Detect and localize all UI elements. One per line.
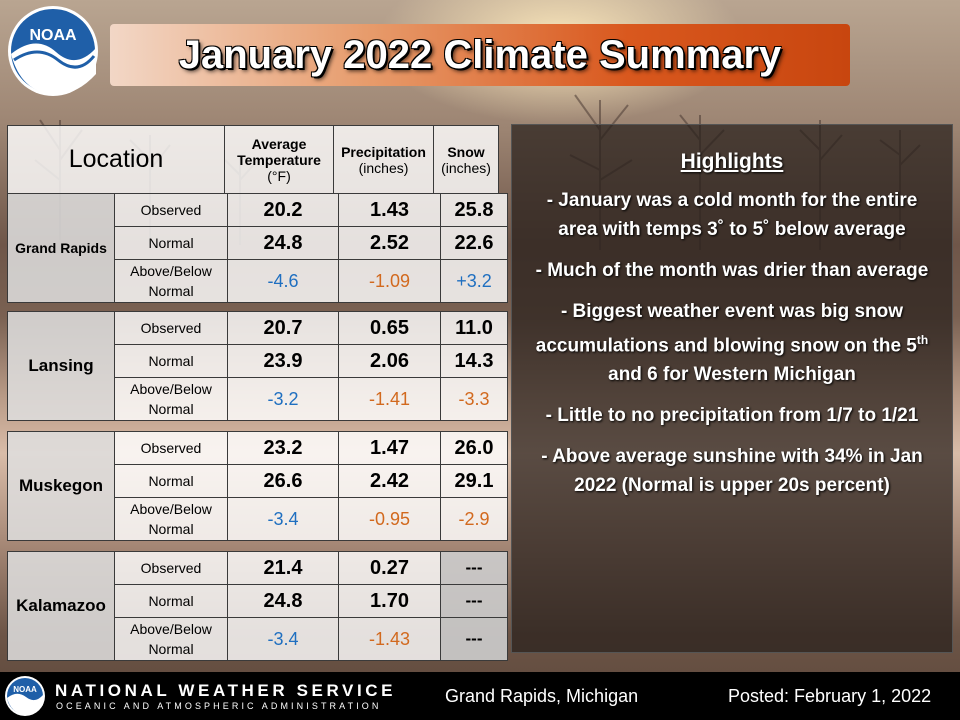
- row-label: Observed: [114, 551, 228, 585]
- footer-bar: NOAA NATIONAL WEATHER SERVICE OCEANIC AN…: [0, 672, 960, 720]
- table-cell: -1.43: [338, 617, 441, 661]
- table-cell: 2.42: [338, 464, 441, 498]
- table-row: Normal 24.8 1.70 ---: [8, 584, 508, 618]
- row-label: Normal: [114, 464, 228, 498]
- table-cell: 14.3: [440, 344, 508, 378]
- city-block: Lansing Observed 20.7 0.65 11.0 Normal 23.9 2.0…: [7, 311, 508, 421]
- highlight-item: - Much of the month was drier than avera…: [535, 260, 929, 281]
- highlight-item: - Biggest weather event was big snow acc…: [535, 301, 929, 386]
- noaa-logo-text: NOAA: [29, 27, 77, 44]
- city-block: Kalamazoo Observed 21.4 0.27 --- Normal 24.8 1.…: [7, 551, 508, 661]
- row-label: Above/Below Normal: [114, 377, 228, 421]
- temperature-header: Average Temperature (°F): [224, 125, 334, 194]
- table-row: Above/Below Normal -4.6 -1.09 +3.2: [8, 259, 508, 303]
- nws-logo-text: NOAA: [13, 685, 37, 694]
- table-cell: 22.6: [440, 226, 508, 260]
- table-row: Lansing Observed 20.7 0.65 11.0: [7, 311, 508, 421]
- table-cell: 2.52: [338, 226, 441, 260]
- table-row: Normal 24.8 2.52 22.6: [8, 226, 508, 260]
- posted-date: Posted: February 1, 2022: [728, 686, 932, 706]
- table-cell: ---: [440, 617, 508, 661]
- row-label: Above/Below Normal: [114, 617, 228, 661]
- table-cell: 20.2: [227, 193, 339, 227]
- table-cell: 2.06: [338, 344, 441, 378]
- table-cell: 26.0: [440, 431, 508, 465]
- table-cell: -3.2: [227, 377, 339, 421]
- noaa-logo: NOAA: [8, 6, 98, 96]
- snow-header-name: Snow: [447, 143, 485, 160]
- subagency-name: OCEANIC AND ATMOSPHERIC ADMINISTRATION: [56, 701, 382, 711]
- table-cell: 1.70: [338, 584, 441, 618]
- table-cell: 24.8: [227, 584, 339, 618]
- table-cell: -3.3: [440, 377, 508, 421]
- table-cell: -0.95: [338, 497, 441, 541]
- table-row: Above/Below Normal -3.4 -0.95 -2.9: [8, 497, 508, 541]
- table-row: Above/Below Normal -3.4 -1.43 ---: [8, 617, 508, 661]
- snow-header-unit: (inches): [441, 159, 491, 176]
- nws-logo: NOAA: [5, 676, 45, 716]
- row-label: Observed: [114, 311, 228, 345]
- table-cell: -1.41: [338, 377, 441, 421]
- table-row: Normal 23.9 2.06 14.3: [8, 344, 508, 378]
- table-cell: 26.6: [227, 464, 339, 498]
- row-label: Normal: [114, 344, 228, 378]
- row-label: Above/Below Normal: [114, 497, 228, 541]
- row-label: Observed: [114, 193, 228, 227]
- table-cell: 21.4: [227, 551, 339, 585]
- highlights-heading: Highlights: [680, 150, 784, 173]
- agency-name: NATIONAL WEATHER SERVICE: [55, 681, 397, 700]
- table-cell: ---: [440, 551, 508, 585]
- footer-location: Grand Rapids, Michigan: [445, 686, 639, 706]
- table-cell: -4.6: [227, 259, 339, 303]
- table-header: Location Average Temperature (°F) Precip…: [7, 125, 499, 194]
- table-cell: 23.2: [227, 431, 339, 465]
- table-cell: 0.27: [338, 551, 441, 585]
- table-cell: ---: [440, 584, 508, 618]
- row-label: Above/Below Normal: [114, 259, 228, 303]
- table-row: Grand Rapids Observed 20.2 1.43 25.8: [7, 193, 508, 303]
- table-row: Kalamazoo Observed 21.4 0.27 ---: [7, 551, 508, 661]
- city-name: Kalamazoo: [7, 551, 115, 661]
- row-label: Normal: [114, 584, 228, 618]
- table-row: Normal 26.6 2.42 29.1: [8, 464, 508, 498]
- table-cell: -2.9: [440, 497, 508, 541]
- precipitation-header: Precipitation (inches): [333, 125, 434, 194]
- table-row: Above/Below Normal -3.2 -1.41 -3.3: [8, 377, 508, 421]
- highlights-panel: Highlights - January was a cold month fo…: [511, 124, 953, 653]
- precipitation-header-name: Precipitation: [341, 143, 426, 160]
- table-cell: +3.2: [440, 259, 508, 303]
- city-name: Muskegon: [7, 431, 115, 541]
- temperature-header-unit: (°F): [267, 167, 291, 184]
- city-name: Grand Rapids: [7, 193, 115, 303]
- temperature-header-name: Average Temperature: [237, 135, 321, 168]
- table-cell: 23.9: [227, 344, 339, 378]
- table-cell: 1.47: [338, 431, 441, 465]
- highlight-item: - January was a cold month for the entir…: [546, 190, 918, 240]
- table-cell: 20.7: [227, 311, 339, 345]
- table-cell: -3.4: [227, 497, 339, 541]
- city-name: Lansing: [7, 311, 115, 421]
- table-cell: 11.0: [440, 311, 508, 345]
- city-block: Muskegon Observed 23.2 1.47 26.0 Normal 26.6 2.…: [7, 431, 508, 541]
- climate-table: Location Average Temperature (°F) Precip…: [7, 125, 499, 194]
- highlight-item: - Above average sunshine with 34% in Jan…: [541, 446, 923, 497]
- table-cell: 25.8: [440, 193, 508, 227]
- snow-header: Snow (inches): [433, 125, 499, 194]
- row-label: Observed: [114, 431, 228, 465]
- table-cell: 1.43: [338, 193, 441, 227]
- highlight-item: - Little to no precipitation from 1/7 to…: [545, 405, 919, 427]
- table-cell: 24.8: [227, 226, 339, 260]
- city-block: Grand Rapids Observed 20.2 1.43 25.8 Normal 24…: [7, 193, 508, 303]
- table-cell: -3.4: [227, 617, 339, 661]
- table-row: Muskegon Observed 23.2 1.47 26.0: [7, 431, 508, 541]
- precipitation-header-unit: (inches): [358, 159, 409, 176]
- page-title: January 2022 Climate Summary: [178, 33, 782, 77]
- table-cell: 0.65: [338, 311, 441, 345]
- row-label: Normal: [114, 226, 228, 260]
- location-header: Location: [7, 125, 225, 194]
- table-cell: -1.09: [338, 259, 441, 303]
- table-cell: 29.1: [440, 464, 508, 498]
- title-banner: [110, 24, 850, 86]
